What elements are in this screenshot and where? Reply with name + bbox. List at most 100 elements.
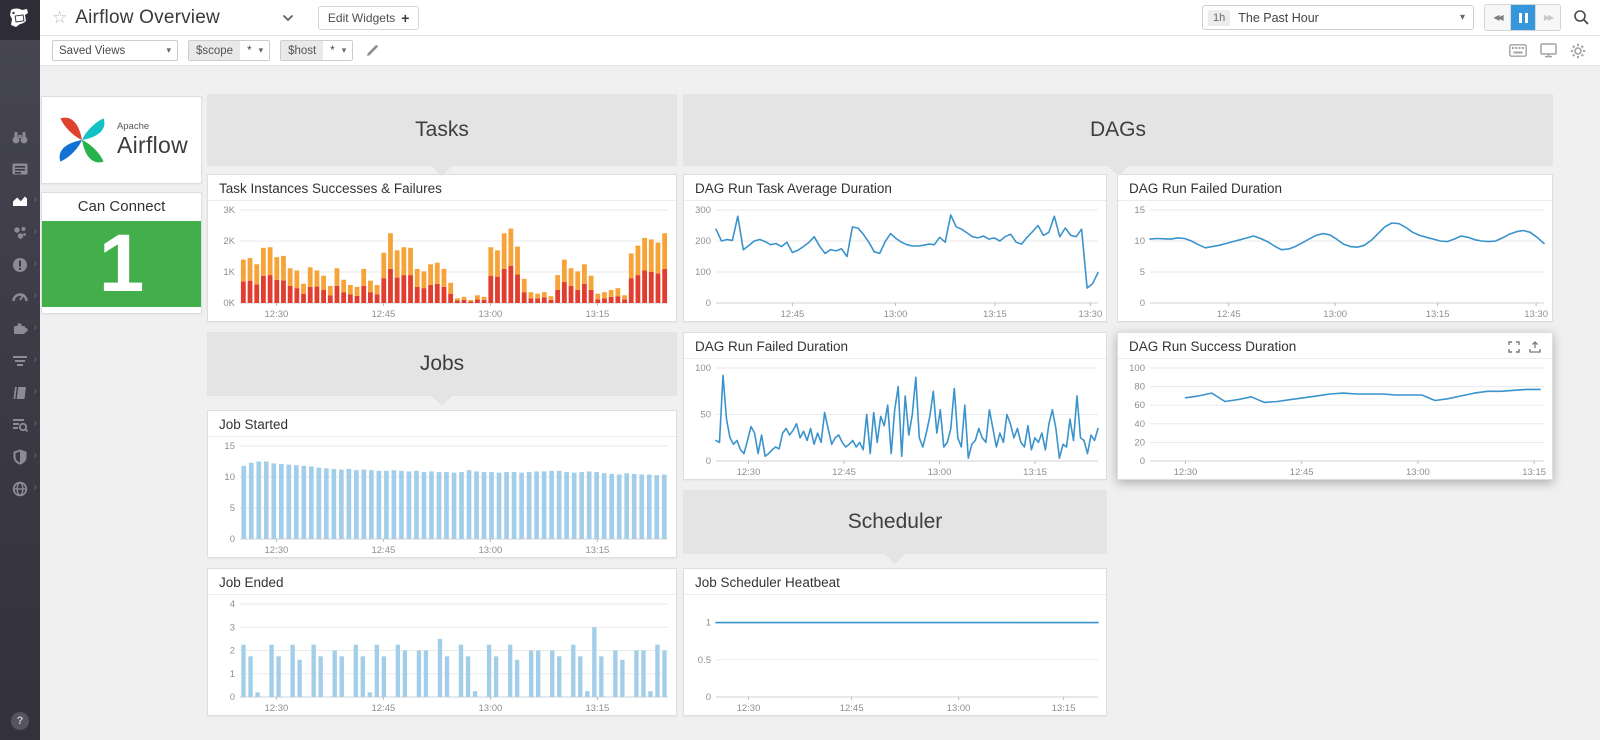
pause-button[interactable]	[1510, 5, 1535, 30]
svg-text:12:30: 12:30	[264, 309, 288, 320]
forward-button[interactable]: ▶▶	[1535, 5, 1560, 30]
svg-text:13:15: 13:15	[1023, 467, 1047, 478]
sidebar-item-synthetics[interactable]: ›	[0, 480, 40, 498]
expand-widget-button[interactable]	[1508, 340, 1520, 353]
svg-text:13:15: 13:15	[585, 703, 609, 714]
svg-text:20: 20	[1134, 437, 1145, 448]
sidebar-item-notebooks[interactable]: ›	[0, 384, 40, 402]
svg-text:5: 5	[1140, 267, 1145, 278]
settings-button[interactable]	[1570, 43, 1586, 59]
chevron-right-icon: ›	[33, 482, 37, 494]
favorite-star-icon[interactable]: ☆	[52, 7, 68, 27]
dashboards-chart-icon	[13, 196, 27, 206]
template-variable-host[interactable]: $host * ▾	[280, 40, 354, 61]
svg-text:0: 0	[706, 456, 711, 467]
svg-text:13:00: 13:00	[478, 545, 502, 556]
svg-text:80: 80	[1134, 382, 1145, 393]
svg-text:13:00: 13:00	[1323, 309, 1347, 320]
time-range-badge: 1h	[1208, 9, 1231, 26]
edit-variables-button[interactable]	[365, 43, 380, 58]
chart-job-started[interactable]: 0 5 10 15 12:30 12:45 13:00 13:15	[208, 438, 676, 557]
time-range-selector[interactable]: 1h The Past Hour ▾	[1202, 5, 1474, 30]
sidebar-item-events[interactable]	[0, 160, 40, 178]
chart-job-ended[interactable]: 0 1 2 3 4 12:30 12:45 13:00 13:15	[208, 596, 676, 715]
chart-task-instances[interactable]: 0K 1K 2K 3K 12:30 12:45 13:00 13:15	[208, 202, 676, 321]
edit-widgets-button[interactable]: Edit Widgets +	[317, 5, 420, 30]
rewind-button[interactable]: ◀◀	[1485, 5, 1510, 30]
chevron-down-icon: ▾	[258, 45, 264, 55]
monitor-icon	[1540, 43, 1557, 58]
chevron-right-icon: ›	[33, 386, 37, 398]
widget-hover-actions	[1508, 340, 1541, 353]
widget-airflow-logo[interactable]: Apache Airflow	[41, 96, 202, 184]
svg-text:12:30: 12:30	[737, 467, 761, 478]
svg-text:0: 0	[706, 692, 711, 703]
chart-scheduler-heartbeat[interactable]: 0 0.5 1 12:30 12:45 13:00 13:15	[684, 596, 1106, 715]
app-sidebar: › › › › › › ›	[0, 0, 40, 740]
chart-dag-run-failed-mid[interactable]: 0 50 100 12:30 12:45 13:00 13:15	[684, 360, 1106, 479]
chart-dag-run-success[interactable]: 0 20 40 60 80 100 12:30 12:45 13:00 13:15	[1118, 360, 1552, 479]
svg-text:13:15: 13:15	[1426, 309, 1450, 320]
svg-text:1K: 1K	[223, 267, 235, 278]
svg-text:10: 10	[1134, 236, 1145, 247]
puzzle-icon	[14, 323, 28, 334]
notebook-icon	[13, 386, 26, 400]
saved-views-select[interactable]: Saved Views ▾	[52, 40, 178, 61]
svg-text:3K: 3K	[223, 205, 235, 216]
tv-mode-button[interactable]	[1540, 43, 1557, 58]
svg-text:4: 4	[230, 599, 235, 610]
airflow-name-label: Airflow	[116, 132, 189, 158]
svg-text:100: 100	[695, 363, 711, 374]
sidebar-item-watchdog[interactable]	[0, 128, 40, 146]
chevron-right-icon: ›	[33, 354, 37, 366]
chart-dag-run-task-avg[interactable]: 0 100 200 300 12:45 13:00 13:15 13:30	[684, 202, 1106, 321]
sidebar-item-integrations[interactable]: ›	[0, 320, 40, 338]
host-value: *	[330, 44, 335, 57]
dashboard-header: ☆ Airflow Overview Edit Widgets + 1h The…	[40, 0, 1600, 36]
datadog-logo[interactable]	[0, 0, 40, 40]
chart-dag-run-failed-right[interactable]: 0 5 10 15 12:45 13:00 13:15 13:30	[1118, 202, 1552, 321]
svg-text:300: 300	[695, 205, 711, 216]
dashboard-switcher-caret[interactable]	[282, 14, 294, 22]
sidebar-item-logs[interactable]: ›	[0, 416, 40, 434]
svg-text:15: 15	[224, 441, 235, 452]
group-header-jobs[interactable]: Jobs	[207, 332, 677, 396]
sidebar-item-dashboards[interactable]: ›	[0, 192, 40, 210]
sidebar-item-security[interactable]: ›	[0, 448, 40, 466]
sidebar-item-infrastructure[interactable]: ›	[0, 224, 40, 242]
chevron-right-icon: ›	[33, 258, 37, 270]
chevron-right-icon: ›	[33, 290, 37, 302]
scope-label: $scope	[189, 41, 241, 60]
group-header-tasks[interactable]: Tasks	[207, 94, 677, 166]
edit-widgets-label: Edit Widgets	[327, 10, 396, 25]
group-header-scheduler[interactable]: Scheduler	[683, 490, 1107, 554]
group-title: DAGs	[1089, 118, 1146, 141]
datadog-bits-icon	[10, 8, 28, 27]
svg-text:100: 100	[1129, 363, 1145, 374]
svg-text:0: 0	[230, 534, 235, 545]
export-widget-button[interactable]	[1529, 340, 1541, 353]
keyboard-shortcuts-button[interactable]	[1509, 44, 1527, 57]
group-title: Jobs	[419, 352, 465, 375]
group-header-dags[interactable]: DAGs	[683, 94, 1553, 166]
sidebar-item-monitors[interactable]: ›	[0, 256, 40, 274]
widget-dag-run-failed-duration-right: DAG Run Failed Duration 0 5 10 15 12:45 13:00…	[1117, 174, 1553, 322]
help-button[interactable]: ?	[11, 712, 29, 730]
svg-text:0: 0	[1140, 456, 1145, 467]
widget-title: DAG Run Task Average Duration	[684, 175, 1106, 201]
svg-text:15: 15	[1134, 205, 1145, 216]
chevron-right-icon: ›	[33, 450, 37, 462]
template-variable-scope[interactable]: $scope * ▾	[188, 40, 271, 61]
shield-icon	[13, 449, 27, 465]
zoom-out-button[interactable]	[1573, 9, 1590, 26]
sidebar-item-apm[interactable]: ›	[0, 352, 40, 370]
svg-text:12:45: 12:45	[371, 703, 395, 714]
svg-text:13:15: 13:15	[1522, 467, 1546, 478]
sidebar-item-metrics[interactable]: ›	[0, 288, 40, 306]
scope-value: *	[247, 44, 252, 57]
svg-text:0: 0	[706, 298, 711, 309]
widget-can-connect[interactable]: Can Connect 1	[41, 192, 202, 314]
chevron-down-icon: ▾	[166, 45, 171, 55]
widget-task-instances: Task Instances Successes & Failures 0K 1K…	[207, 174, 677, 322]
